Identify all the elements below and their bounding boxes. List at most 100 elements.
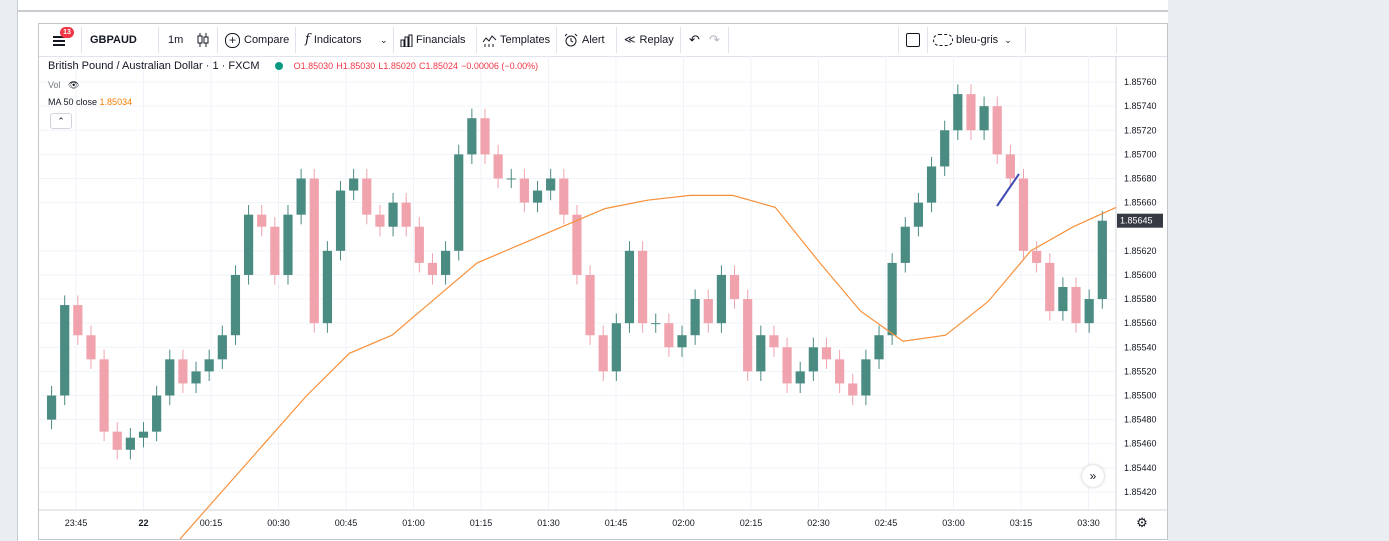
candle-body — [926, 166, 937, 203]
toolbar-separator — [1025, 27, 1026, 53]
replay-button[interactable]: ≪ Replay — [624, 24, 674, 56]
financials-label: Financials — [416, 34, 466, 46]
scroll-right-icon[interactable]: » — [1082, 465, 1104, 487]
toolbar-separator — [898, 27, 899, 53]
chevron-down-icon: ⌄ — [1004, 35, 1012, 45]
time-tick-label: 01:30 — [537, 518, 560, 528]
price-tick-label: 1.85700 — [1124, 149, 1157, 159]
alert-button[interactable]: Alert — [564, 24, 605, 56]
theme-select[interactable]: bleu-gris ⌄ — [933, 24, 1012, 56]
time-tick-label: 00:15 — [200, 518, 223, 528]
candle-body — [821, 347, 832, 360]
candle-body — [677, 335, 687, 348]
candle-body — [782, 347, 792, 384]
current-price-tag — [1117, 213, 1163, 228]
theme-label: bleu-gris — [956, 34, 999, 46]
time-tick-label: 03:00 — [942, 518, 965, 528]
ohlc-low: L1.85020 — [378, 61, 416, 71]
time-tick-label: 23:45 — [65, 518, 88, 528]
candle-body — [624, 250, 635, 324]
candle-body — [427, 262, 438, 275]
price-tick-label: 1.85500 — [1124, 391, 1157, 401]
candle-body — [1084, 299, 1094, 324]
candle-body — [611, 323, 621, 372]
candle-body — [1097, 220, 1107, 300]
templates-button[interactable]: Templates — [482, 24, 550, 56]
fullscreen-icon[interactable] — [906, 33, 920, 47]
market-open-dot — [274, 62, 283, 71]
eye-hidden-icon[interactable]: 👁 — [68, 80, 80, 90]
gear-icon[interactable]: ⚙ — [1136, 516, 1148, 531]
candle-body — [703, 299, 713, 324]
menu-icon[interactable] — [53, 34, 65, 48]
candle-body — [874, 335, 884, 360]
ma-label: MA 50 close — [48, 97, 98, 107]
legend-collapse-button[interactable]: ⌃ — [50, 113, 72, 129]
candle-body — [493, 154, 503, 179]
time-tick-label: 00:45 — [335, 518, 358, 528]
time-tick-label: 03:30 — [1077, 518, 1100, 528]
candle-body — [1058, 287, 1068, 312]
candle-body — [835, 359, 845, 384]
candle-body — [808, 347, 818, 372]
candle-body — [454, 154, 464, 251]
candle-body — [585, 274, 595, 336]
candle-body — [1045, 262, 1055, 312]
ma-legend[interactable]: MA 50 close 1.85034 — [48, 97, 132, 107]
interval-button[interactable]: 1m — [168, 34, 184, 46]
time-tick-label: 02:00 — [672, 518, 695, 528]
toolbar-separator — [158, 27, 159, 53]
toolbar-separator — [680, 27, 681, 53]
price-tick-label: 1.85520 — [1124, 366, 1157, 376]
current-price-label: 1.85645 — [1120, 216, 1153, 226]
chart-area[interactable]: 1.85760 1.85740 1.85720 1.85700 1.85680 1.856… — [39, 56, 1167, 539]
candle-body — [729, 274, 740, 300]
candles-icon[interactable] — [197, 24, 209, 56]
symbol-button[interactable]: GBPAUD — [90, 34, 137, 46]
candle-body — [99, 359, 109, 432]
financials-button[interactable]: Financials — [400, 24, 466, 56]
candle-body — [769, 335, 779, 348]
ma-value: 1.85034 — [99, 97, 133, 107]
bar-chart-icon — [400, 34, 413, 48]
replay-label: Replay — [639, 34, 674, 46]
time-tick-label: 02:15 — [740, 518, 763, 528]
candle-body — [270, 226, 280, 275]
indicators-label: Indicators — [313, 34, 362, 46]
candle-body — [992, 106, 1002, 155]
candle-body — [217, 335, 227, 360]
candle-body — [112, 431, 122, 450]
candle-body — [283, 214, 293, 275]
chart-toolbar: 13 GBPAUD 1m + Compare f Indicators ⌄ — [39, 24, 1167, 57]
undo-icon[interactable]: ↶ — [689, 32, 700, 47]
redo-icon[interactable]: ↷ — [709, 32, 720, 47]
price-tick-label: 1.85580 — [1124, 294, 1157, 304]
time-tick-label: 01:45 — [605, 518, 628, 528]
candle-body — [414, 226, 424, 263]
notification-badge: 13 — [60, 27, 74, 38]
price-tick-label: 1.85620 — [1124, 246, 1157, 256]
candle-body — [506, 178, 516, 180]
toolbar-separator — [81, 27, 82, 53]
candle-body — [795, 371, 805, 384]
chevron-down-icon[interactable]: ⌄ — [380, 35, 388, 45]
candle-body — [296, 178, 306, 215]
volume-legend[interactable]: Vol 👁 — [48, 80, 79, 91]
candle-body — [966, 94, 976, 131]
fx-icon: f — [305, 32, 310, 47]
candle-body — [440, 250, 451, 275]
toolbar-separator — [1116, 27, 1117, 53]
candle-body — [230, 274, 241, 336]
chart-widget: 13 GBPAUD 1m + Compare f Indicators ⌄ — [38, 23, 1168, 540]
candle-body — [46, 395, 57, 420]
indicators-button[interactable]: f Indicators — [305, 24, 362, 56]
templates-icon — [482, 34, 497, 47]
compare-button[interactable]: + Compare — [225, 24, 289, 56]
trendline-drawing — [996, 173, 1020, 207]
price-tick-label: 1.85600 — [1124, 270, 1157, 280]
candle-body — [690, 299, 700, 336]
candle-body — [165, 359, 175, 396]
time-tick-label: 01:00 — [402, 518, 425, 528]
candle-body — [152, 395, 162, 432]
price-tick-label: 1.85460 — [1124, 439, 1157, 449]
